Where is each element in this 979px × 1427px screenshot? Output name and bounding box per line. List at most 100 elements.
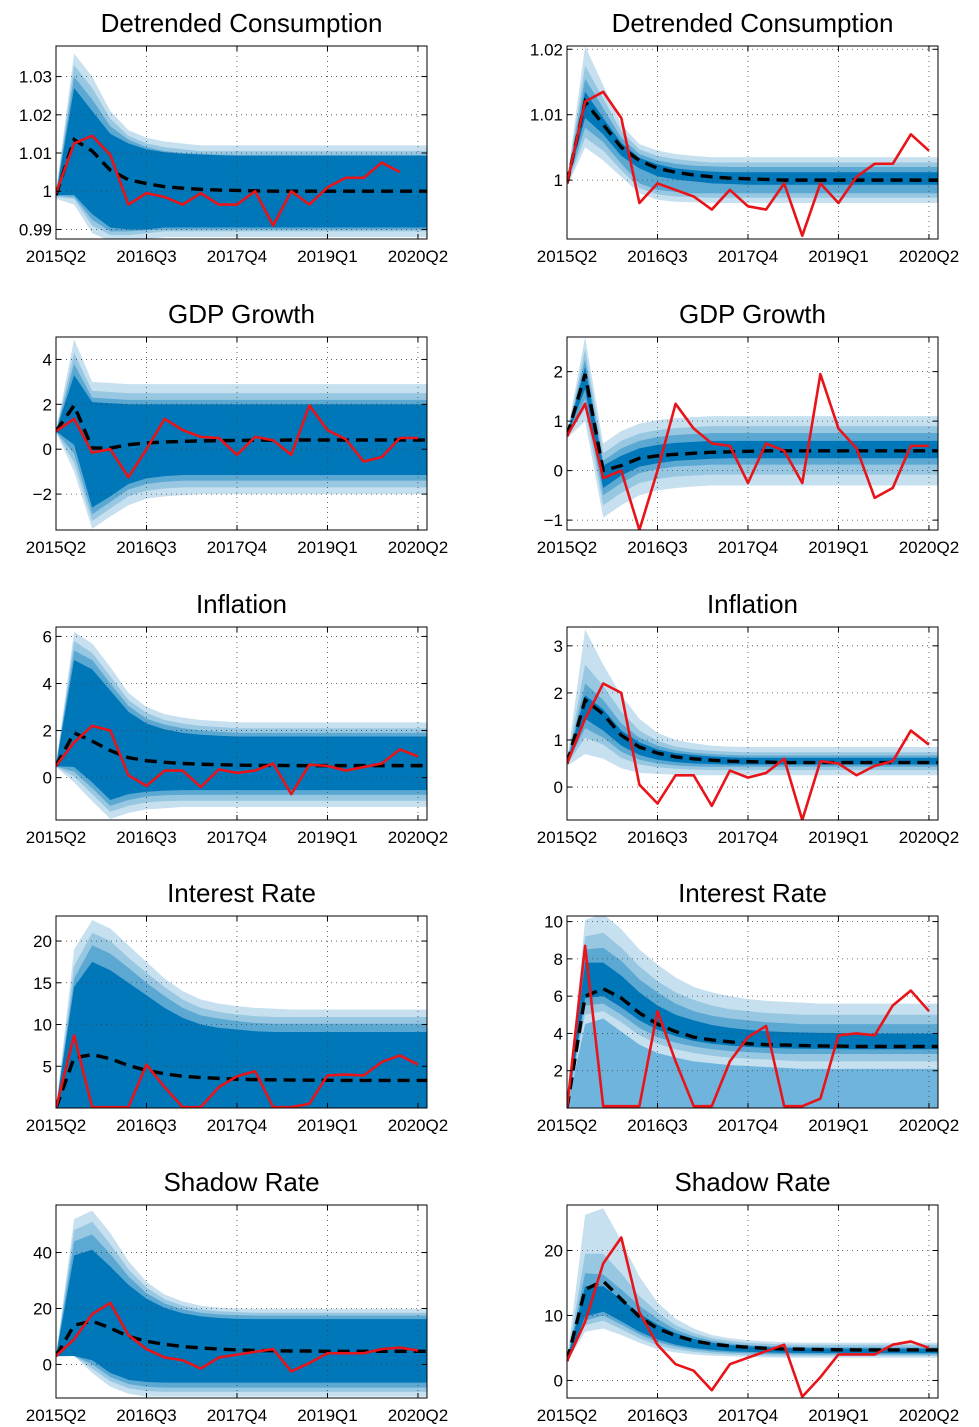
y-tick-label: 0 [554,462,563,481]
x-tick-label: 2017Q4 [718,1116,779,1135]
actual-line [567,944,930,1108]
actual-line [567,1236,930,1398]
x-tick-label: 2016Q3 [627,538,688,557]
band-3 [567,932,938,1108]
plot-area [567,337,938,530]
y-tick-label: 1.01 [530,106,563,125]
band-1 [567,91,938,185]
band-2 [567,78,938,194]
x-tick-label: 2019Q1 [808,247,869,266]
panel-title: Interest Rate [167,878,316,908]
x-tick-label: 2015Q2 [537,828,598,847]
x-tick-label: 2020Q2 [899,247,960,266]
median-line [56,137,427,196]
y-tick-label: 0 [43,440,52,459]
x-tick-label: 2019Q1 [808,538,869,557]
x-tick-label: 2017Q4 [207,538,268,557]
y-tick-label: 6 [43,627,52,646]
x-tick-label: 2020Q2 [388,1406,449,1425]
y-tick-label: 0 [554,1371,563,1390]
band-1 [56,375,427,508]
x-tick-label: 2020Q2 [388,828,449,847]
x-tick-label: 2017Q4 [207,828,268,847]
axes-frame [55,915,428,1109]
panel-title: Detrended Consumption [612,8,894,38]
plot-area [56,46,427,239]
actual-line [567,682,930,820]
median-line [56,1052,427,1108]
y-tick-label: −1 [544,511,563,530]
panel-title: GDP Growth [679,299,826,329]
axes-frame [566,915,939,1109]
band-1 [567,1286,938,1361]
y-tick-label: 10 [544,1306,563,1325]
x-tick-label: 2019Q1 [297,538,358,557]
median-line [567,986,938,1108]
y-tick-label: 20 [544,1241,563,1260]
axes-frame [55,45,428,240]
y-tick-label: 5 [43,1057,52,1076]
x-tick-label: 2016Q3 [116,247,177,266]
y-tick-label: 1 [554,171,563,190]
y-tick-label: 2 [43,395,52,414]
x-tick-label: 2015Q2 [26,538,87,557]
panel-title: Inflation [196,589,287,619]
x-tick-label: 2019Q1 [297,828,358,847]
x-tick-label: 2020Q2 [899,828,960,847]
x-tick-label: 2020Q2 [388,1116,449,1135]
x-tick-label: 2016Q3 [627,247,688,266]
panel-title: Detrended Consumption [101,8,383,38]
x-tick-label: 2015Q2 [537,1116,598,1135]
y-tick-label: 4 [43,674,52,693]
x-tick-label: 2020Q2 [388,538,449,557]
median-line [567,1278,938,1362]
band-2 [567,947,938,1108]
x-tick-label: 2020Q2 [899,1116,960,1135]
y-tick-label: 4 [554,1024,563,1043]
panel-5: 0 2 4 6 2015Q2 2016Q3 2017Q4 2019Q1 2020Q2 Inflat… [26,589,448,847]
y-tick-label: 8 [554,950,563,969]
y-tick-label: 6 [554,987,563,1006]
x-tick-label: 2015Q2 [26,828,87,847]
actual-line [567,90,930,238]
y-tick-label: 3 [554,637,563,656]
x-tick-label: 2016Q3 [116,828,177,847]
y-tick-label: 1.01 [19,144,52,163]
plot-area [567,627,938,820]
y-tick-label: 1 [554,731,563,750]
x-tick-label: 2015Q2 [26,1406,87,1425]
actual-line [56,1301,419,1373]
x-tick-label: 2015Q2 [26,247,87,266]
panel-4: −1 0 1 2 2015Q2 2016Q3 2017Q4 2019Q1 2020Q2 GDP G… [537,299,959,557]
y-tick-label: 20 [33,1299,52,1318]
plot-area [56,916,427,1108]
y-tick-label: 40 [33,1244,52,1263]
panel-10: 0 10 20 2015Q2 2016Q3 2017Q4 2019Q1 2020Q2 Shado… [537,1167,959,1425]
panel-title: Interest Rate [678,878,827,908]
x-tick-label: 2015Q2 [537,538,598,557]
y-tick-label: 2 [43,722,52,741]
band-1 [56,961,427,1108]
x-tick-label: 2017Q4 [718,1406,779,1425]
median-line [56,1319,427,1357]
axes-frame [55,1204,428,1399]
axes-frame [566,336,939,531]
x-tick-label: 2017Q4 [207,1406,268,1425]
median-line [567,97,938,184]
plot-area [567,1205,938,1398]
panel-6: 0 1 2 3 2015Q2 2016Q3 2017Q4 2019Q1 2020Q2 Inflat… [537,589,959,847]
x-tick-label: 2019Q1 [297,247,358,266]
x-tick-label: 2020Q2 [899,1406,960,1425]
panel-title: Inflation [707,589,798,619]
band-4 [567,629,938,776]
y-tick-label: −2 [33,485,52,504]
actual-line [567,372,929,530]
y-tick-label: 0.99 [19,220,52,239]
median-line [56,401,427,450]
x-tick-label: 2016Q3 [116,1406,177,1425]
y-tick-label: 2 [554,363,563,382]
actual-line [56,1034,419,1108]
x-tick-label: 2019Q1 [808,1116,869,1135]
